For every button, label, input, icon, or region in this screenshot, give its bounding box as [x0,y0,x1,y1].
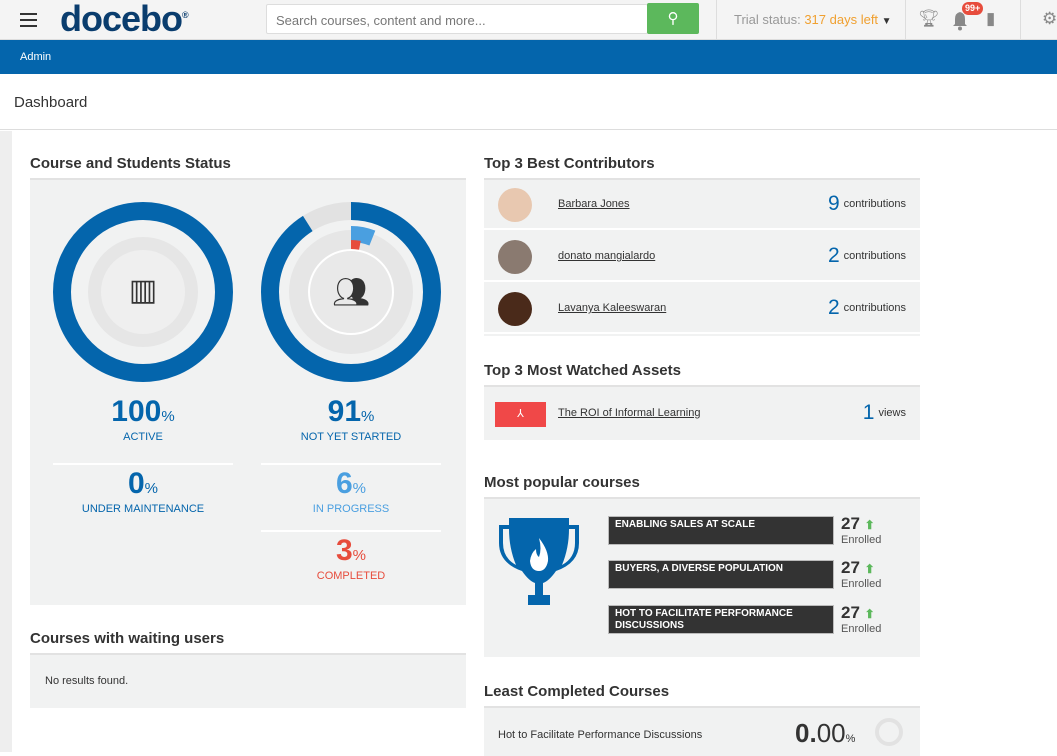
gear-icon[interactable]: ⚙ [1042,9,1057,28]
caret-down-icon: ▼ [881,16,892,27]
least-course-value: 0.00% [795,718,856,748]
notification-badge: 99+ [962,2,984,15]
completed-ring [299,240,403,344]
trial-days: 317 days left [804,12,879,27]
popular-panel: ENABLING SALES AT SCALE 27 ⬆ Enrolled BUY… [484,497,920,657]
least-title: Least Completed Courses [484,683,670,700]
status-donuts: ▥ 👥︎ [53,202,441,382]
arrow-up-icon: ⬆ [864,607,875,621]
contributor-link[interactable]: Barbara Jones [558,198,630,210]
admin-bar: Admin [0,40,1057,74]
stat-completed: 3% COMPLETED [261,530,441,582]
divider [1020,0,1021,40]
contributor-row: Lavanya Kaleeswaran 2 contributions [484,284,920,334]
contributors-title: Top 3 Best Contributors [484,155,655,172]
avatar [498,240,532,274]
search-button[interactable]: ⚲ [647,3,699,34]
arrow-up-icon: ⬆ [864,518,875,532]
trophy-icon[interactable]: 🏆︎ [918,9,940,28]
popular-course[interactable]: BUYERS, A DIVERSE POPULATION [608,560,834,589]
users-icon: 👥︎ [332,276,370,309]
avatar [498,188,532,222]
contributor-link[interactable]: Lavanya Kaleeswaran [558,302,667,314]
avatar [498,292,532,326]
enrolled-count: 27 ⬆ Enrolled [841,558,882,590]
pdf-icon: ⅄ [495,402,546,427]
popular-title: Most popular courses [484,474,640,491]
popular-course[interactable]: HOT TO FACILITATE PERFORMANCE DISCUSSION… [608,605,834,634]
not-started-ring [261,202,441,382]
search-input[interactable]: Search courses, content and more... [266,4,648,34]
admin-link[interactable]: Admin [20,51,52,63]
waiting-title: Courses with waiting users [30,630,225,647]
logo[interactable]: docebo® [60,0,189,39]
page-title: Dashboard [14,94,88,111]
trial-status[interactable]: Trial status: 317 days left ▼ [734,12,892,27]
waiting-panel: No results found. [30,653,466,708]
enrolled-count: 27 ⬆ Enrolled [841,514,882,546]
trophy-fire-icon [499,518,579,605]
search-icon: ⚲ [667,10,679,27]
least-panel: Hot to Facilitate Performance Discussion… [484,706,920,756]
menu-icon[interactable] [20,13,37,31]
divider [716,0,717,40]
course-status-title: Course and Students Status [30,155,231,172]
page-header: Dashboard [0,74,1057,130]
stat-not-started: 91% NOT YET STARTED [300,395,402,443]
progress-ring [875,718,903,746]
in-progress-ring [285,226,417,358]
stat-in-progress: 6% IN PROGRESS [261,463,441,515]
stat-active: 100% ACTIVE [111,395,175,443]
asset-link[interactable]: The ROI of Informal Learning [558,407,701,419]
assets-panel: ⅄ The ROI of Informal Learning 1 views [484,385,920,440]
course-status-panel: ▥ 👥︎ 100% ACTIVE 0% UNDER MAINTENANCE 91% N… [30,178,466,605]
contributor-link[interactable]: donato mangialardo [558,250,656,262]
chat-icon[interactable]: ▮ [986,9,996,28]
active-ring [53,202,233,382]
enrolled-count: 27 ⬆ Enrolled [841,603,882,635]
arrow-up-icon: ⬆ [864,562,875,576]
assets-title: Top 3 Most Watched Assets [484,362,681,379]
popular-course[interactable]: ENABLING SALES AT SCALE [608,516,834,545]
stat-maintenance: 0% UNDER MAINTENANCE [53,463,233,515]
bell-icon[interactable] [951,11,969,31]
contributors-panel: Barbara Jones 9 contributions donato mangi… [484,178,920,336]
trial-label: Trial status: [734,12,801,27]
least-course-name[interactable]: Hot to Facilitate Performance Discussion… [498,729,703,741]
books-icon: ▥ [129,274,157,307]
contributor-row: Barbara Jones 9 contributions [484,180,920,230]
divider [905,0,906,40]
logo-text: docebo [60,0,183,39]
empty-message: No results found. [45,675,129,687]
left-strip [0,131,12,752]
contributor-row: donato mangialardo 2 contributions [484,232,920,282]
top-bar: docebo® Search courses, content and more… [0,0,1057,40]
